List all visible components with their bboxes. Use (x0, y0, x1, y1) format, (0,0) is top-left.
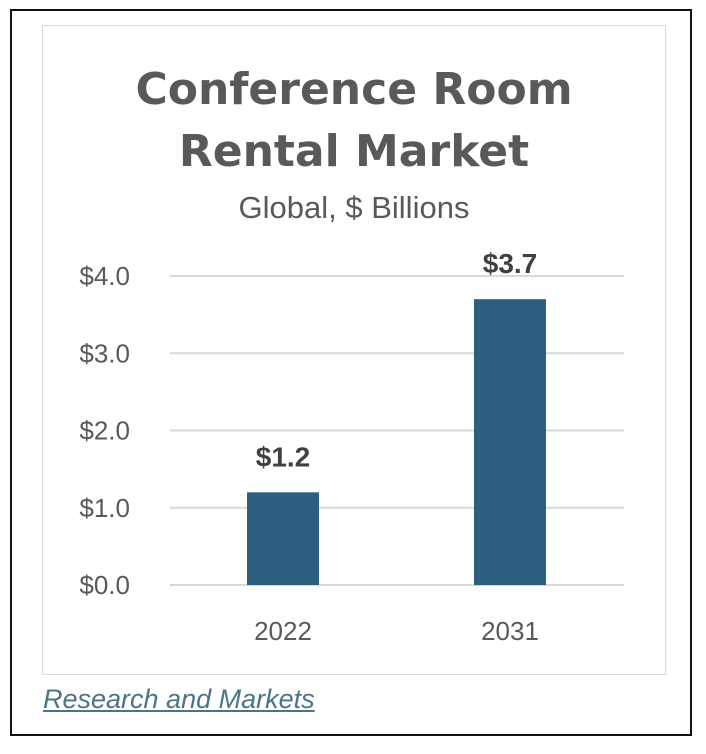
source-link[interactable]: Research and Markets (43, 684, 315, 714)
bar-2031 (474, 299, 546, 585)
y-tick-label: $1.0 (79, 493, 130, 523)
bar-2022 (247, 492, 319, 585)
chart-subtitle: Global, $ Billions (239, 190, 470, 225)
bars (247, 299, 546, 585)
chart-panel (42, 25, 666, 675)
y-axis-tick-labels: $0.0 $1.0 $2.0 $3.0 $4.0 (79, 261, 130, 600)
y-tick-label: $3.0 (79, 338, 130, 368)
y-tick-label: $2.0 (79, 416, 130, 446)
data-labels: $1.2 $3.7 (256, 248, 538, 472)
y-tick-label: $0.0 (79, 570, 130, 600)
x-tick-label: 2022 (254, 616, 312, 646)
gridlines (170, 275, 624, 586)
data-label: $3.7 (483, 248, 538, 279)
y-tick-label: $4.0 (79, 261, 130, 291)
data-label: $1.2 (256, 441, 311, 472)
chart-title-line-1: Conference Room (135, 64, 572, 115)
x-axis-tick-labels: 2022 2031 (254, 616, 539, 646)
x-tick-label: 2031 (481, 616, 539, 646)
chart-title-line-2: Rental Market (179, 126, 529, 177)
